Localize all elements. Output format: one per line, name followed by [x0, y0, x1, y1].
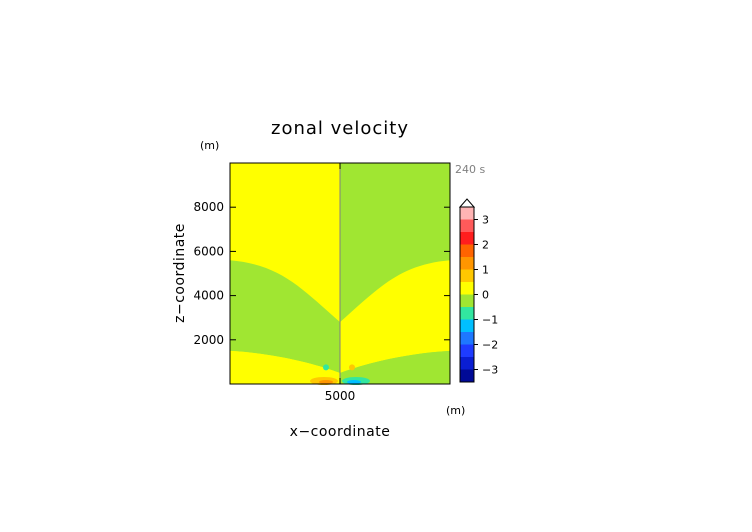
colorbar-level — [460, 269, 474, 282]
colorbar-level — [460, 219, 474, 232]
colorbar-tick-label: 0 — [482, 289, 489, 302]
y-tick-label: 8000 — [193, 200, 224, 214]
y-axis-label: z−coordinate — [172, 223, 188, 323]
colorbar-level — [460, 244, 474, 257]
y-unit-label: (m) — [200, 139, 219, 152]
colorbar-level — [460, 319, 474, 332]
y-axis: 2000 4000 6000 8000 — [193, 200, 450, 347]
colorbar-level — [460, 232, 474, 245]
field-region-right-lobe — [340, 260, 450, 373]
y-tick-label: 2000 — [193, 333, 224, 347]
field-blob-cyan — [323, 364, 329, 371]
colorbar-level — [460, 257, 474, 270]
colorbar-level — [460, 294, 474, 307]
colorbar-extend-max — [458, 198, 476, 208]
y-tick-label: 6000 — [193, 244, 224, 258]
colorbar-level — [460, 344, 474, 357]
x-axis-label: x−coordinate — [290, 424, 391, 440]
x-unit-label: (m) — [446, 404, 465, 417]
colorbar-tick-label: 3 — [482, 214, 489, 227]
time-label: 240 s — [455, 163, 485, 176]
x-axis: 5000 — [325, 163, 356, 403]
field-surface-negative-core — [347, 380, 361, 384]
colorbar-tick-label: −1 — [482, 314, 498, 327]
colorbar-level — [460, 207, 474, 220]
velocity-field — [229, 162, 451, 385]
field-region-left-lobe — [230, 260, 340, 373]
colorbar-level — [460, 369, 474, 382]
field-blob-orange — [349, 364, 355, 371]
colorbar-tick-label: 1 — [482, 264, 489, 277]
colorbar: 3 2 1 0 −1 −2 −3 — [458, 198, 498, 383]
field-region-right-surface — [340, 350, 450, 384]
field-surface-positive-core — [319, 380, 333, 384]
colorbar-tick-label: −3 — [482, 364, 498, 377]
x-tick-label: 5000 — [325, 389, 356, 403]
colorbar-level — [460, 357, 474, 370]
colorbar-level — [460, 332, 474, 345]
colorbar-tick-label: −2 — [482, 339, 498, 352]
colorbar-level — [460, 282, 474, 295]
y-tick-label: 4000 — [193, 289, 224, 303]
chart-title: zonal velocity — [271, 118, 409, 139]
field-region-left-surface — [230, 350, 340, 384]
colorbar-level — [460, 307, 474, 320]
colorbar-tick-label: 2 — [482, 239, 489, 252]
